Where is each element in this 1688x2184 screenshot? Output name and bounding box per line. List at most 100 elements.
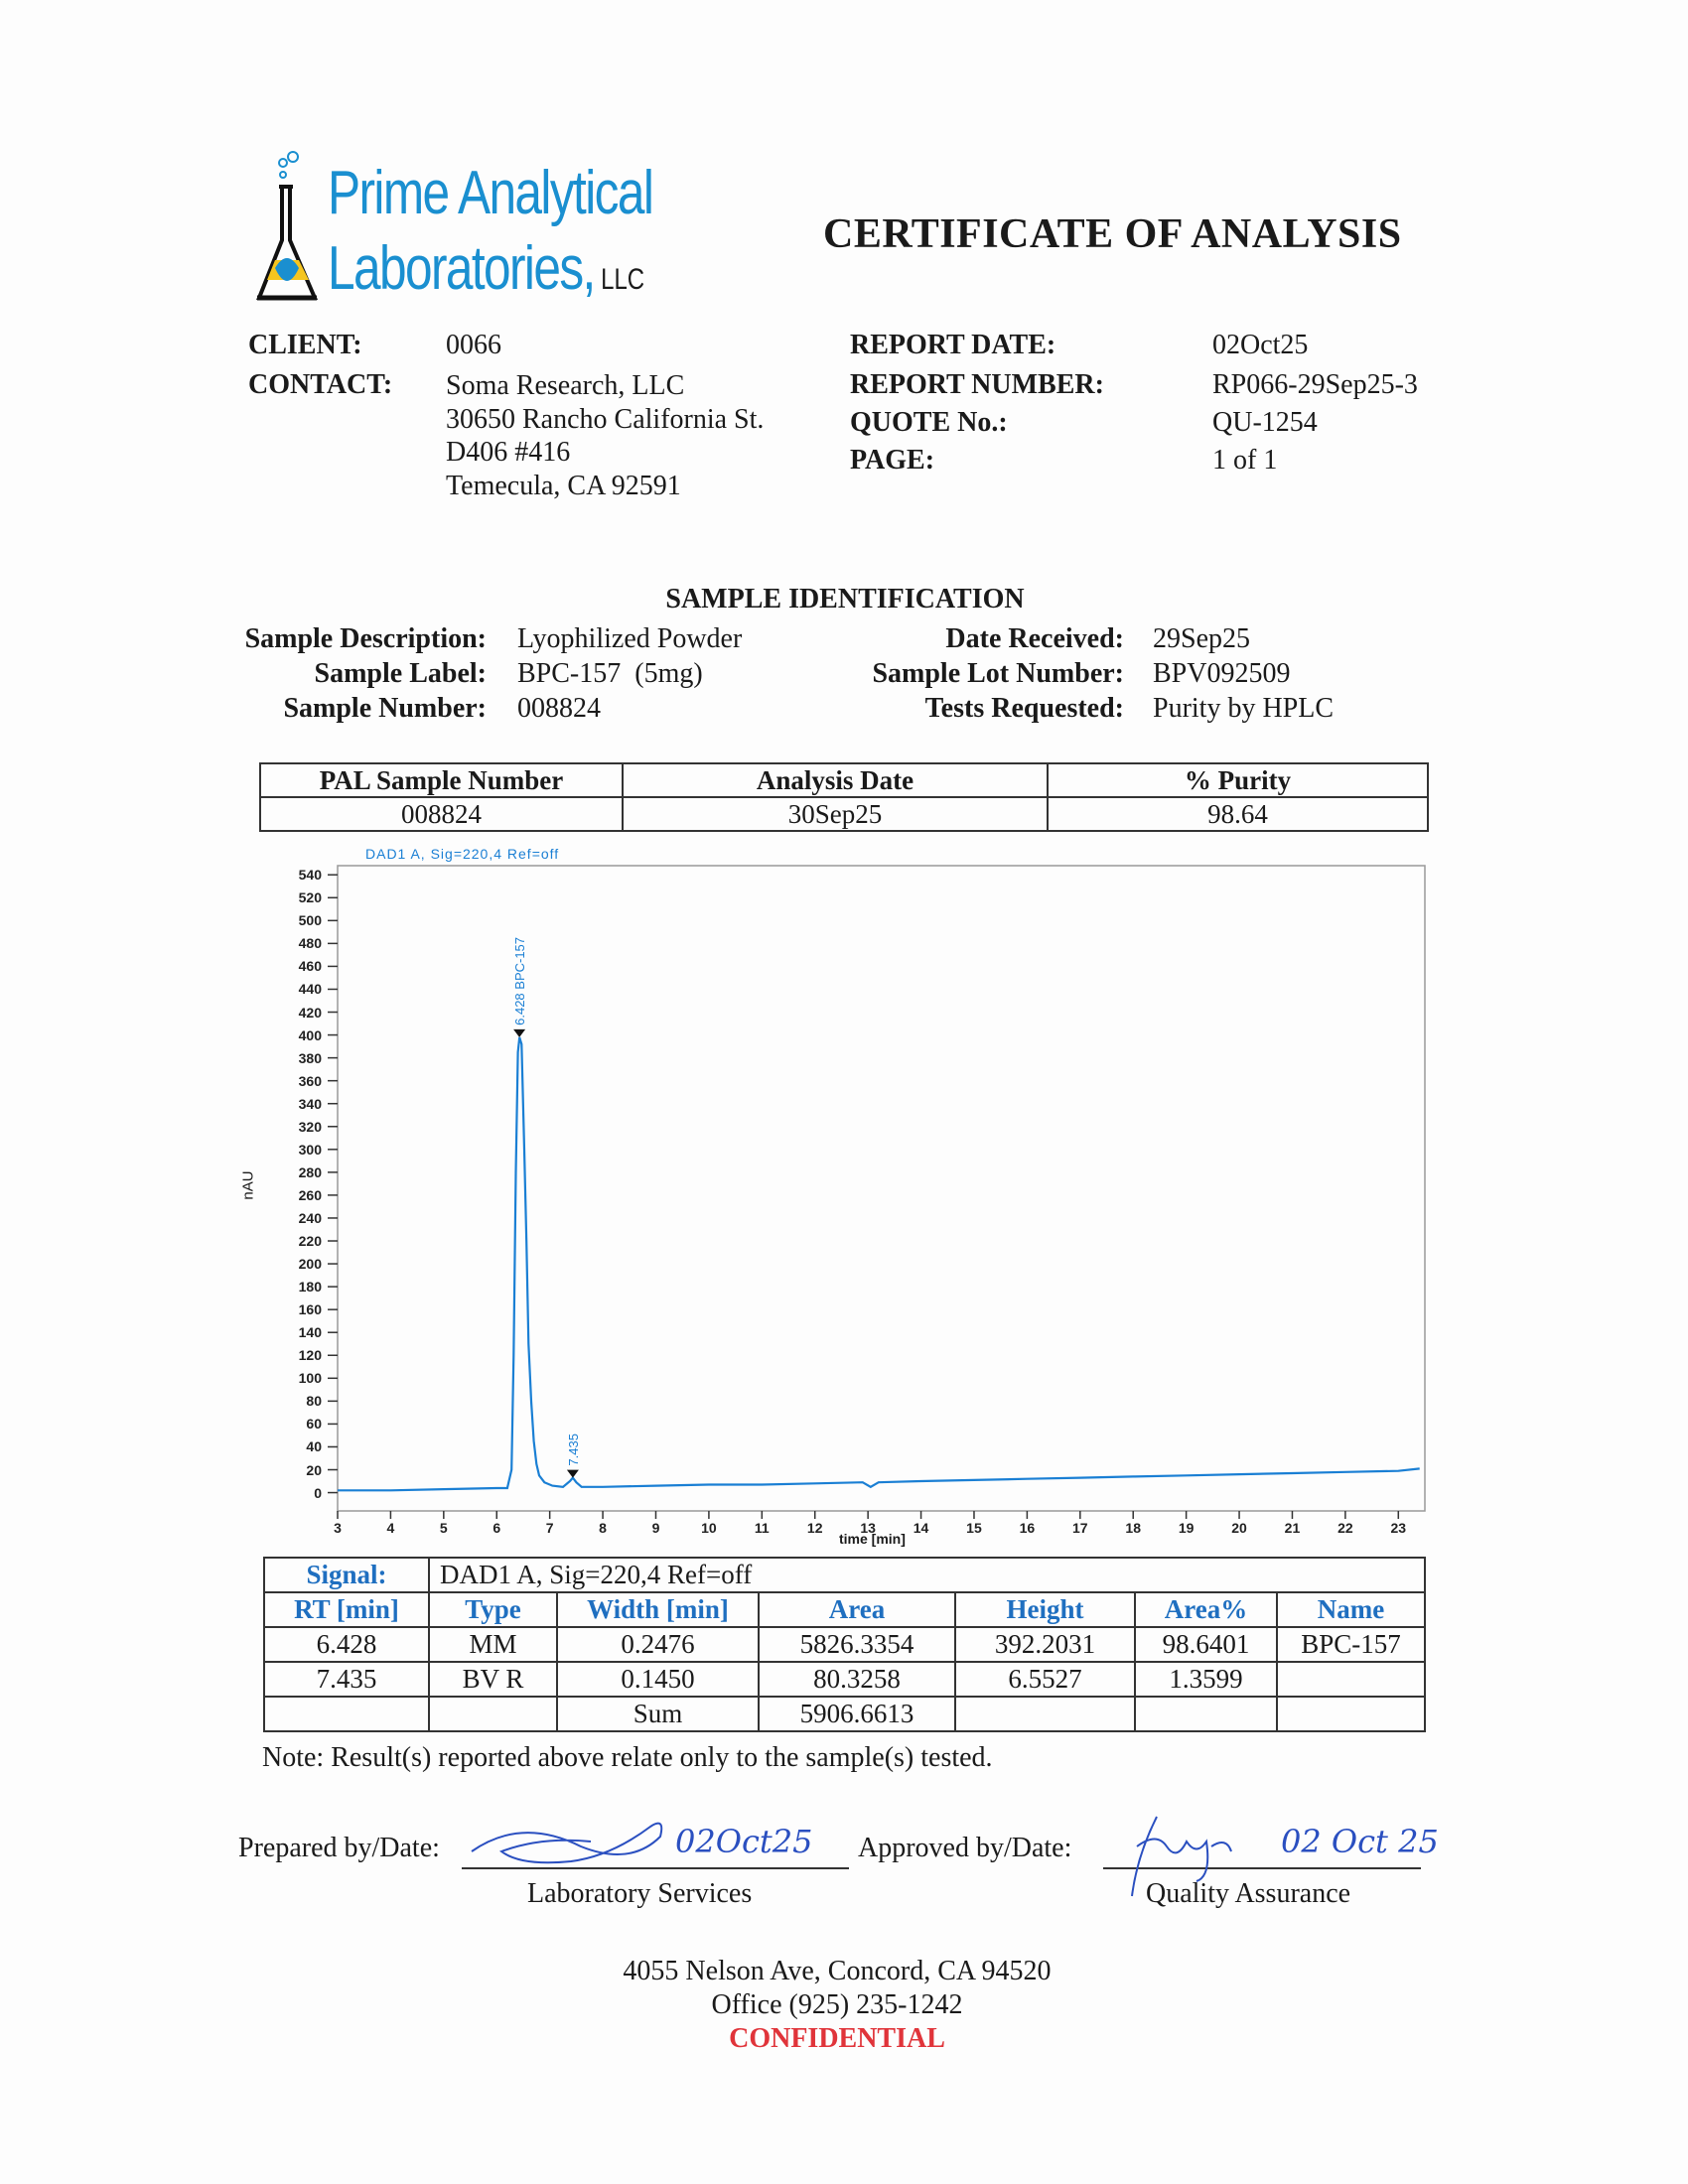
quote-label: QUOTE No.: bbox=[850, 407, 1008, 438]
sample-label: BPC-157 (5mg) bbox=[517, 658, 703, 689]
cell: BV R bbox=[428, 1661, 558, 1698]
cell: 7.435 bbox=[263, 1661, 430, 1698]
date-received: 29Sep25 bbox=[1153, 623, 1250, 654]
cell bbox=[1276, 1696, 1426, 1732]
cell: 98.6401 bbox=[1134, 1626, 1278, 1663]
prepared-signature bbox=[471, 1822, 663, 1864]
footer-phone: Office (925) 235-1242 bbox=[711, 1989, 963, 2020]
header-cell: Name bbox=[1276, 1591, 1426, 1628]
prepared-signature-line bbox=[462, 1867, 849, 1869]
y-tick-label: 420 bbox=[298, 1004, 322, 1021]
y-tick-label: 480 bbox=[298, 935, 322, 952]
x-tick-label: 10 bbox=[701, 1520, 717, 1536]
plot-frame bbox=[337, 865, 1426, 1512]
header-cell: Height bbox=[954, 1591, 1136, 1628]
y-tick-label: 380 bbox=[298, 1049, 322, 1066]
x-tick-label: 4 bbox=[386, 1520, 395, 1536]
sample-number: 008824 bbox=[517, 693, 601, 724]
contact-line: Temecula, CA 92591 bbox=[446, 470, 681, 501]
cell: 0.2476 bbox=[556, 1626, 760, 1663]
y-tick-label: 540 bbox=[298, 867, 322, 884]
report-date: 02Oct25 bbox=[1212, 330, 1309, 360]
footer-address: 4055 Nelson Ave, Concord, CA 94520 bbox=[623, 1956, 1052, 1986]
x-tick-label: 22 bbox=[1337, 1520, 1353, 1536]
summary-table: PAL Sample Number Analysis Date % Purity… bbox=[259, 762, 1429, 832]
y-tick-label: 520 bbox=[298, 889, 322, 906]
results-table: Signal: DAD1 A, Sig=220,4 Ref=off RT [mi… bbox=[263, 1557, 1426, 1732]
contact-address: Soma Research, LLC 30650 Rancho Californ… bbox=[446, 369, 764, 502]
cell: MM bbox=[428, 1626, 558, 1663]
prepared-by-label: Prepared by/Date: bbox=[238, 1833, 440, 1863]
sample-number-label: Sample Number: bbox=[283, 693, 487, 724]
y-tick-label: 0 bbox=[314, 1484, 322, 1501]
y-tick-label: 440 bbox=[298, 981, 322, 998]
report-number-label: REPORT NUMBER: bbox=[850, 369, 1104, 400]
header-cell: PAL Sample Number bbox=[259, 762, 624, 798]
x-axis-label: time [min] bbox=[839, 1531, 906, 1547]
cell: 1.3599 bbox=[1134, 1661, 1278, 1698]
analysis-date: 30Sep25 bbox=[622, 796, 1049, 832]
table-row: 6.428 MM 0.2476 5826.3354 392.2031 98.6401 BPC… bbox=[263, 1626, 1426, 1663]
x-tick-label: 12 bbox=[806, 1520, 823, 1536]
x-tick-label: 14 bbox=[913, 1520, 929, 1536]
flask-icon bbox=[256, 151, 319, 301]
page-label: PAGE: bbox=[850, 445, 935, 476]
x-tick-label: 18 bbox=[1125, 1520, 1141, 1536]
y-tick-label: 20 bbox=[306, 1461, 322, 1478]
peak-marker bbox=[513, 1028, 526, 1037]
approved-date: 02 Oct 25 bbox=[1281, 1823, 1439, 1860]
logo-suffix: LLC bbox=[601, 263, 645, 296]
x-tick-label: 6 bbox=[492, 1520, 501, 1536]
contact-line: D406 #416 bbox=[446, 437, 571, 468]
signal-row: Signal: DAD1 A, Sig=220,4 Ref=off bbox=[263, 1557, 1426, 1593]
y-tick-label: 80 bbox=[306, 1393, 322, 1410]
approved-by-label: Approved by/Date: bbox=[858, 1833, 1072, 1863]
table-row: 008824 30Sep25 98.64 bbox=[259, 796, 1429, 832]
x-tick-label: 7 bbox=[545, 1520, 554, 1536]
header-cell: Type bbox=[428, 1591, 558, 1628]
report-number: RP066-29Sep25-3 bbox=[1212, 369, 1418, 400]
x-tick-label: 5 bbox=[439, 1520, 448, 1536]
cell bbox=[428, 1696, 558, 1732]
y-tick-label: 400 bbox=[298, 1026, 322, 1043]
y-tick-label: 120 bbox=[298, 1347, 322, 1364]
y-tick-label: 260 bbox=[298, 1186, 322, 1203]
x-tick-label: 3 bbox=[334, 1520, 342, 1536]
y-tick-label: 160 bbox=[298, 1301, 322, 1318]
sample-heading: SAMPLE IDENTIFICATION bbox=[665, 584, 1025, 614]
y-tick-label: 280 bbox=[298, 1163, 322, 1180]
chromatogram-chart: 6.428 BPC-157 7.435 bbox=[328, 865, 1426, 1519]
tests-requested: Purity by HPLC bbox=[1153, 693, 1335, 724]
logo-line1: Prime Analytical bbox=[328, 159, 654, 227]
x-tick-label: 17 bbox=[1072, 1520, 1088, 1536]
contact-line: Soma Research, LLC bbox=[446, 370, 685, 401]
y-tick-label: 500 bbox=[298, 912, 322, 929]
cell: 80.3258 bbox=[758, 1661, 956, 1698]
y-tick-label: 100 bbox=[298, 1370, 322, 1387]
tests-requested-label: Tests Requested: bbox=[924, 693, 1124, 724]
x-tick-label: 8 bbox=[599, 1520, 607, 1536]
x-tick-label: 20 bbox=[1231, 1520, 1247, 1536]
peak-label: 6.428 BPC-157 bbox=[512, 937, 527, 1025]
approved-signature bbox=[1131, 1816, 1232, 1897]
page-number: 1 of 1 bbox=[1212, 445, 1278, 476]
signal-value: DAD1 A, Sig=220,4 Ref=off bbox=[428, 1557, 1426, 1593]
cell: 0.1450 bbox=[556, 1661, 760, 1698]
sample-description: Lyophilized Powder bbox=[517, 623, 743, 654]
confidential-label: CONFIDENTIAL bbox=[729, 2023, 945, 2054]
pal-sample-number: 008824 bbox=[259, 796, 624, 832]
quote-number: QU-1254 bbox=[1212, 407, 1318, 438]
y-tick-label: 200 bbox=[298, 1256, 322, 1273]
header-cell: Area bbox=[758, 1591, 956, 1628]
approved-dept: Quality Assurance bbox=[1146, 1878, 1351, 1909]
contact-line: 30650 Rancho California St. bbox=[446, 403, 765, 435]
cell bbox=[1134, 1696, 1278, 1732]
x-tick-label: 13 bbox=[860, 1520, 876, 1536]
client-label: CLIENT: bbox=[248, 330, 362, 360]
date-received-label: Date Received: bbox=[945, 623, 1124, 654]
header-cell: Analysis Date bbox=[622, 762, 1049, 798]
header-cell: Width [min] bbox=[556, 1591, 760, 1628]
chromatogram-trace bbox=[338, 1036, 1420, 1492]
y-tick-label: 340 bbox=[298, 1095, 322, 1112]
y-tick-label: 300 bbox=[298, 1141, 322, 1158]
